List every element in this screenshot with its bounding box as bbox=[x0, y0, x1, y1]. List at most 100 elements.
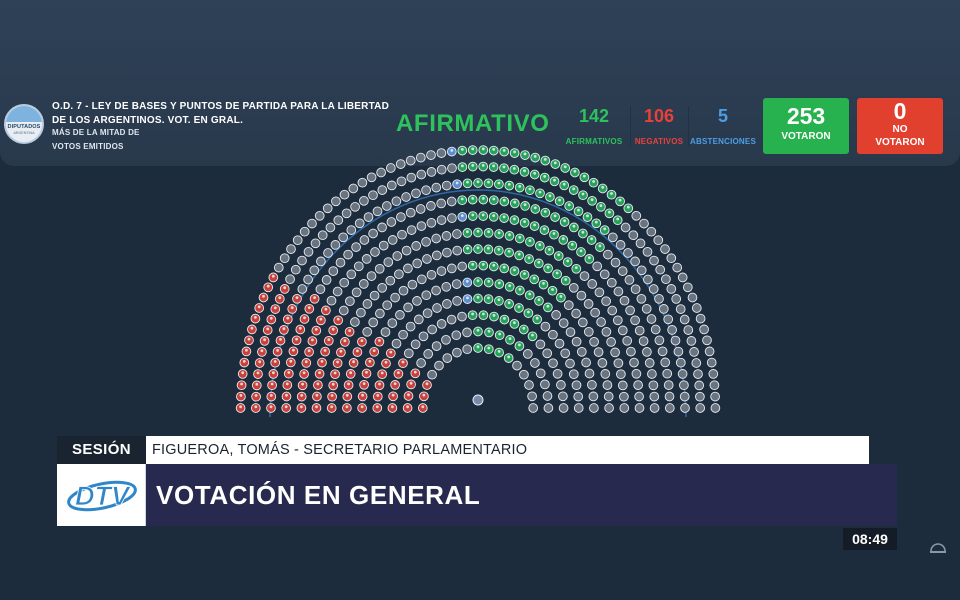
seat-ausente bbox=[653, 235, 664, 246]
seat-afirmativo bbox=[562, 257, 573, 267]
seat-afirmativo bbox=[494, 330, 505, 341]
seat-ausente bbox=[573, 391, 584, 402]
seat-ausente bbox=[391, 196, 402, 207]
seat-ausente bbox=[587, 279, 598, 289]
seat-ausente bbox=[416, 221, 427, 231]
seat-ausente bbox=[558, 391, 568, 402]
seat-negativo bbox=[328, 325, 339, 336]
seat-afirmativo bbox=[509, 148, 520, 158]
seat-afirmativo bbox=[509, 266, 520, 276]
seat-afirmativo bbox=[576, 247, 586, 257]
seat-ausente bbox=[542, 348, 553, 359]
seat-ausente bbox=[310, 238, 321, 249]
seat-ausente bbox=[577, 317, 588, 328]
seat-afirmativo bbox=[570, 167, 580, 178]
seat-negativo bbox=[342, 391, 353, 402]
seat-ausente bbox=[341, 208, 352, 219]
negativos-label: NEGATIVOS bbox=[634, 137, 684, 146]
seat-afirmativo bbox=[504, 180, 515, 191]
seat-ausente bbox=[442, 353, 453, 363]
seat-ausente bbox=[649, 403, 660, 413]
seat-negativo bbox=[299, 314, 310, 324]
seat-ausente bbox=[303, 274, 313, 285]
seat-ausente bbox=[426, 201, 436, 211]
seat-ausente bbox=[361, 254, 372, 264]
seat-ausente bbox=[426, 167, 437, 177]
seat-ausente bbox=[691, 358, 702, 368]
seat-afirmativo bbox=[483, 178, 494, 189]
seat-negativo bbox=[299, 369, 309, 379]
seat-afirmativo bbox=[499, 213, 509, 223]
dtv-logo: DTV bbox=[57, 464, 146, 526]
seat-afirmativo bbox=[504, 247, 514, 258]
seat-ausente bbox=[512, 360, 522, 371]
seat-afirmativo bbox=[543, 263, 553, 274]
seat-afirmativo bbox=[612, 215, 623, 226]
seat-ausente bbox=[679, 314, 690, 325]
seat-ausente bbox=[610, 257, 621, 268]
seat-negativo bbox=[235, 403, 246, 413]
seat-afirmativo bbox=[457, 195, 468, 206]
seat-ausente bbox=[395, 159, 406, 169]
seat-afirmativo bbox=[550, 159, 561, 169]
seat-ausente bbox=[339, 189, 350, 200]
seat-ausente bbox=[626, 346, 636, 357]
seat-afirmativo bbox=[467, 161, 478, 172]
seat-ausente bbox=[530, 358, 540, 368]
channel-watermark-icon bbox=[930, 543, 946, 553]
seat-ausente bbox=[604, 403, 614, 413]
seat-ausente bbox=[695, 403, 706, 413]
seat-ausente bbox=[625, 305, 635, 316]
clock: 08:49 bbox=[843, 528, 897, 550]
abstenciones-count: 5 ABSTENCIONES bbox=[688, 106, 757, 146]
seat-ausente bbox=[628, 230, 639, 241]
seat-ausente bbox=[410, 339, 421, 350]
seat-ausente bbox=[646, 226, 657, 237]
seat-ausente bbox=[636, 265, 647, 276]
seat-afirmativo bbox=[494, 279, 505, 289]
seat-ausente bbox=[655, 264, 666, 275]
seat-afirmativo bbox=[520, 150, 530, 160]
seat-negativo bbox=[241, 346, 252, 357]
seat-negativo bbox=[251, 391, 261, 402]
seat-ausente bbox=[548, 329, 558, 340]
seat-ausente bbox=[286, 244, 296, 254]
seat-negativo bbox=[266, 403, 276, 413]
seat-ausente bbox=[613, 286, 624, 297]
seat-negativo bbox=[262, 325, 273, 335]
seat-ausente bbox=[292, 235, 303, 246]
seat-ausente bbox=[394, 269, 404, 280]
seat-negativo bbox=[327, 391, 337, 402]
seat-ausente bbox=[663, 314, 674, 325]
seat-ausente bbox=[699, 324, 709, 335]
seat-ausente bbox=[583, 299, 594, 309]
seat-ausente bbox=[630, 315, 640, 326]
seat-afirmativo bbox=[518, 324, 529, 335]
seat-negativo bbox=[236, 380, 247, 391]
seat-ausente bbox=[558, 318, 569, 328]
seat-ausente bbox=[328, 266, 339, 276]
seat-ausente bbox=[350, 201, 360, 212]
seat-afirmativo bbox=[544, 245, 555, 256]
seat-ausente bbox=[664, 403, 675, 413]
seat-ausente bbox=[619, 295, 630, 306]
seat-afirmativo bbox=[545, 192, 555, 202]
seat-negativo bbox=[393, 368, 404, 379]
seat-ausente bbox=[397, 229, 407, 240]
seat-negativo bbox=[357, 336, 367, 347]
seat-afirmativo bbox=[488, 162, 499, 172]
seat-ausente bbox=[279, 253, 290, 264]
seat-ausente bbox=[331, 196, 341, 207]
seat-negativo bbox=[317, 357, 327, 368]
votaron-label: VOTARON bbox=[781, 131, 831, 142]
seat-negativo bbox=[390, 380, 400, 390]
seat-ausente bbox=[387, 318, 398, 328]
seat-negativo bbox=[282, 380, 293, 390]
seat-negativo bbox=[258, 292, 269, 303]
seat-afirmativo bbox=[597, 183, 608, 194]
seat-afirmativo bbox=[571, 263, 582, 274]
votaron-box: 253 VOTARON bbox=[763, 98, 849, 154]
seat-ausente bbox=[612, 315, 623, 326]
seat-afirmativo bbox=[478, 145, 489, 155]
seat-negativo bbox=[250, 403, 261, 413]
